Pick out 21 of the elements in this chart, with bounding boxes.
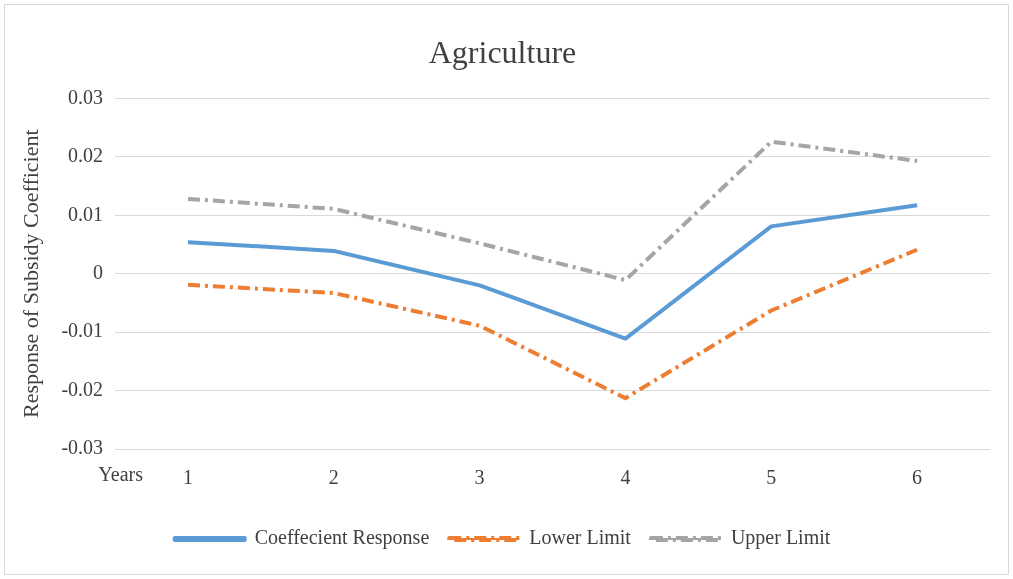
- x-axis-title: Years: [98, 463, 144, 486]
- legend-label: Coeffecient Response: [254, 526, 430, 550]
- x-tick-label: 4: [620, 466, 631, 489]
- y-tick-label: 0.02: [68, 144, 104, 167]
- x-tick-label: 1: [182, 466, 193, 489]
- x-tick-label: 3: [474, 466, 485, 489]
- line-series: [185, 247, 920, 401]
- x-tick-label: 6: [912, 466, 923, 489]
- y-tick-label: -0.03: [61, 436, 104, 459]
- x-tick-label: 5: [766, 466, 777, 489]
- x-tick-label: 2: [328, 466, 339, 489]
- y-tick-label: 0.01: [68, 202, 104, 225]
- line-series: [185, 139, 920, 283]
- y-tick-label: 0.03: [68, 85, 104, 108]
- legend-label: Lower Limit: [529, 526, 632, 549]
- y-tick-label: 0: [93, 260, 104, 283]
- chart-title: Agriculture: [428, 33, 577, 70]
- y-axis-title: Response of Subsidy Coefficient: [17, 129, 43, 419]
- y-tick-label: -0.02: [61, 377, 104, 400]
- legend-label: Upper Limit: [730, 526, 831, 550]
- y-tick-label: -0.01: [61, 319, 104, 342]
